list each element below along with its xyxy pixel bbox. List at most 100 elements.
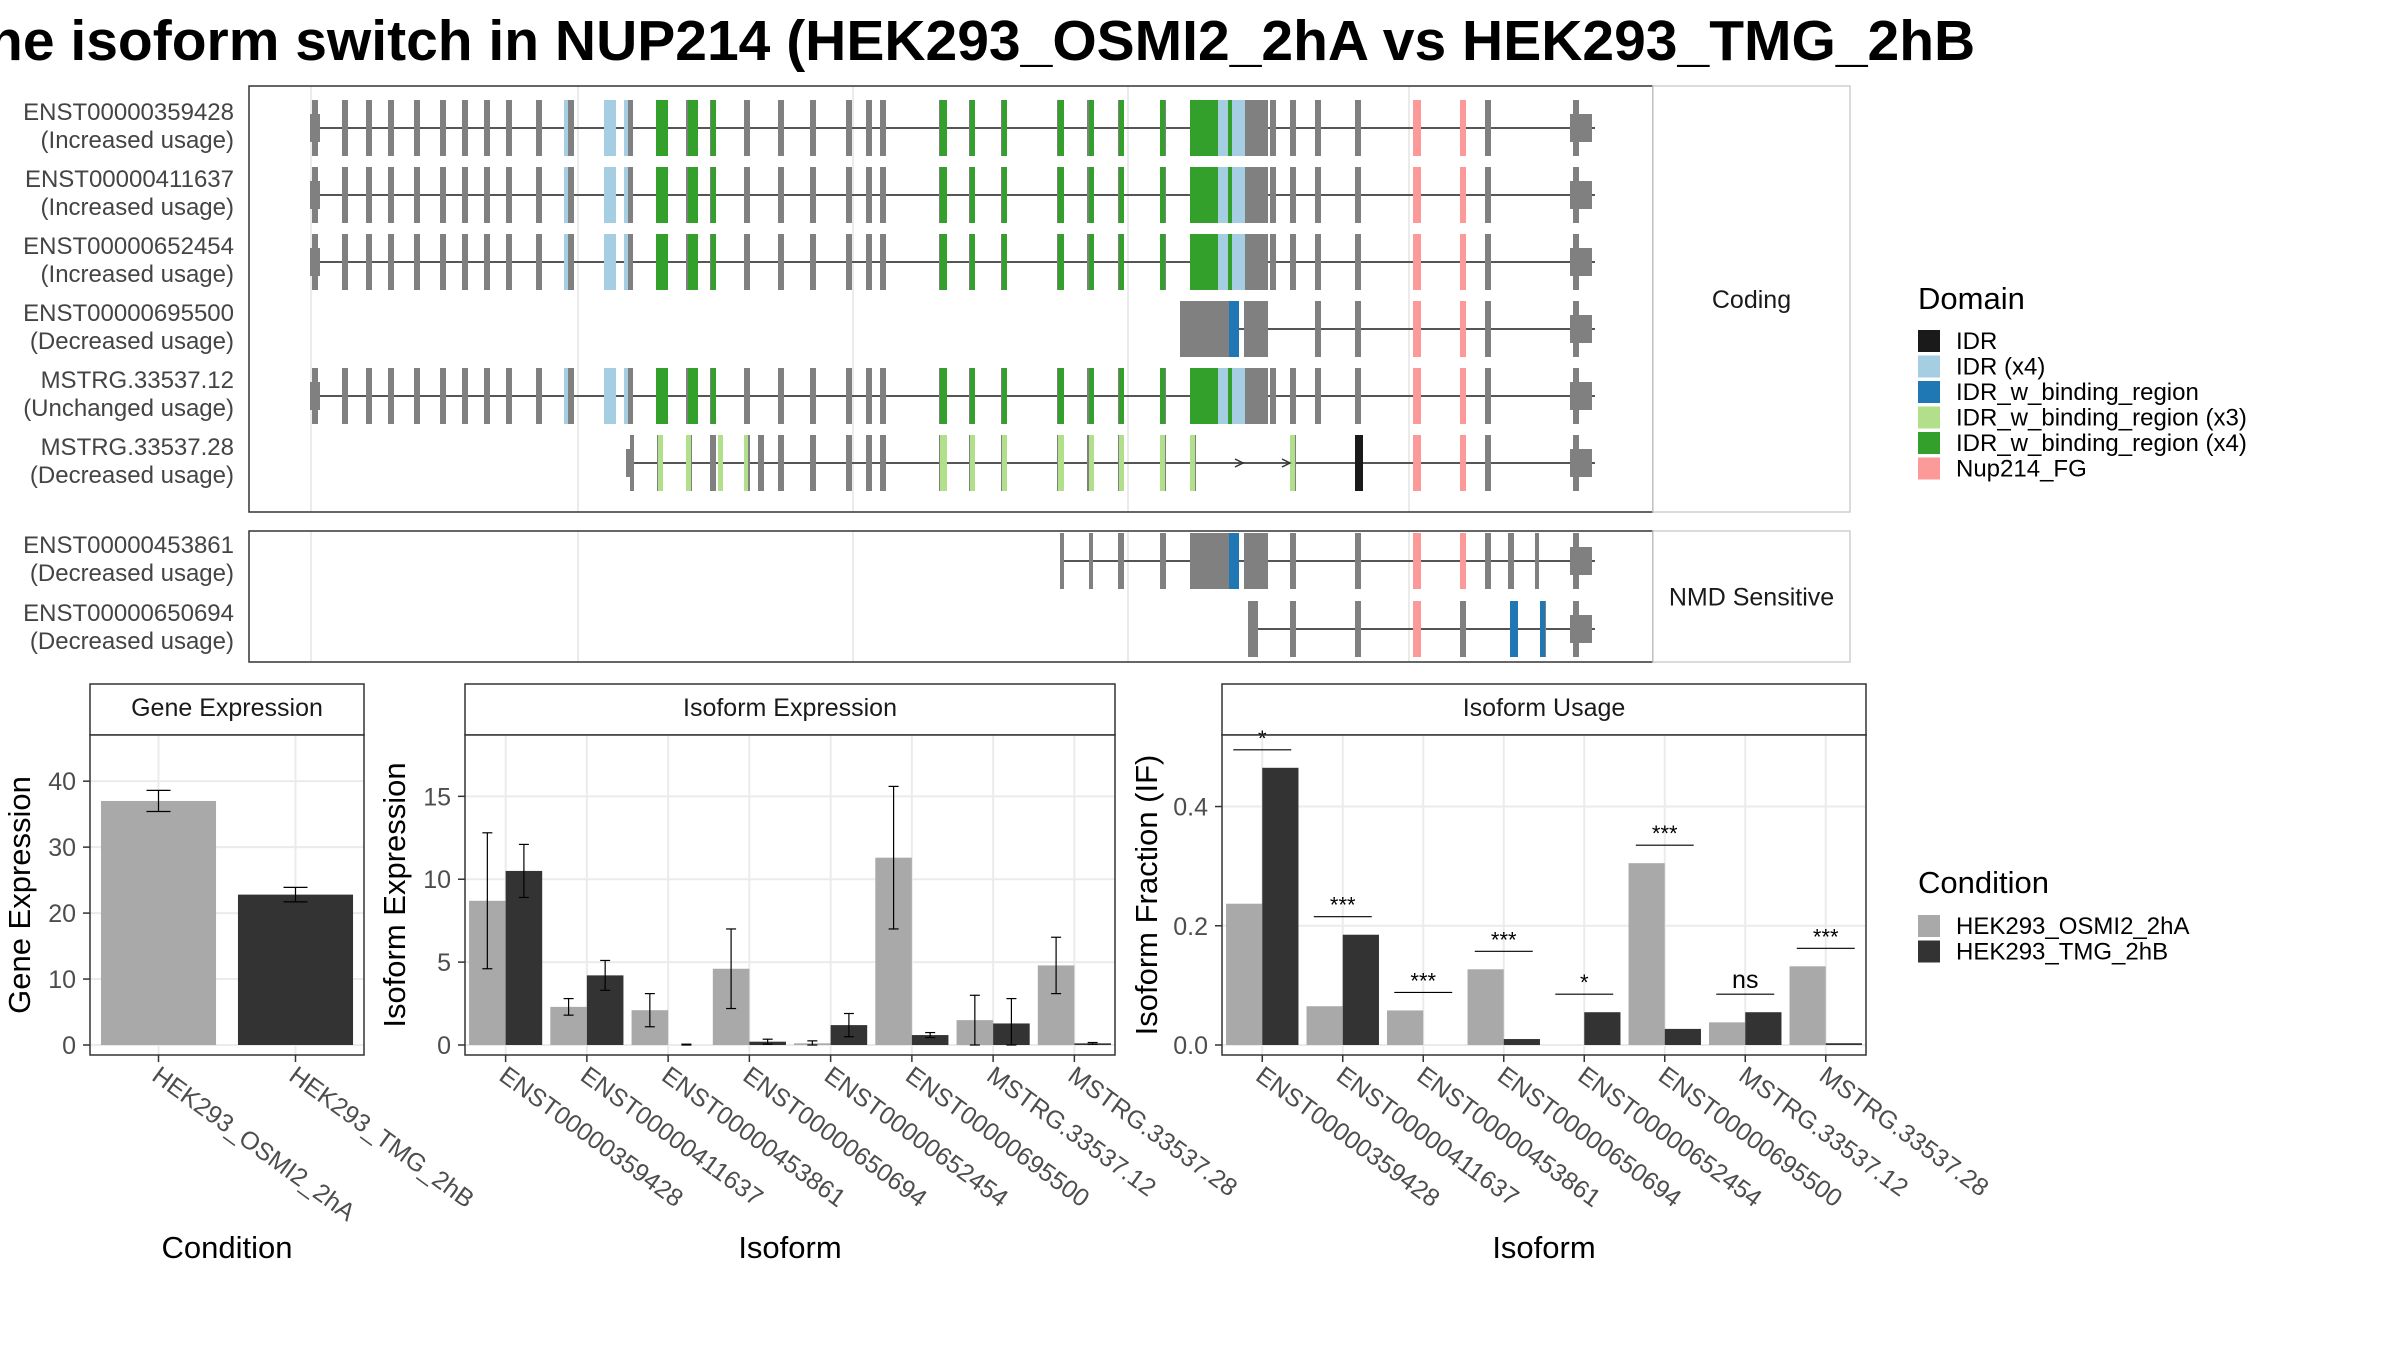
exon — [1315, 301, 1321, 357]
legend-domain-title: Domain — [1918, 281, 2025, 316]
x-axis-label: Condition — [162, 1230, 293, 1265]
exon — [414, 167, 420, 223]
domain-segment — [1460, 234, 1466, 290]
exon — [506, 368, 512, 424]
transcript-ENST00000695500 — [1180, 301, 1595, 357]
transcript-id-label: ENST00000453861 — [23, 532, 234, 559]
exon — [846, 167, 852, 223]
domain-segment — [718, 435, 723, 491]
transcript-ENST00000652454 — [310, 234, 1595, 290]
exon — [1290, 167, 1296, 223]
domain-segment — [1002, 167, 1007, 223]
significance-label: * — [1580, 970, 1589, 995]
y-tick-label: 40 — [48, 768, 76, 796]
domain-segment — [604, 234, 614, 290]
legend-domain-label: IDR_w_binding_region (x4) — [1956, 430, 2247, 457]
bar — [100, 800, 217, 1045]
domain-segment — [564, 167, 568, 223]
exon — [414, 100, 420, 156]
exon — [880, 435, 886, 491]
exon — [506, 100, 512, 156]
exon — [414, 234, 420, 290]
bar — [1306, 1006, 1343, 1045]
exon — [1060, 533, 1064, 589]
bar — [1467, 969, 1504, 1045]
domain-segment — [1460, 100, 1466, 156]
domain-segment — [1160, 234, 1165, 290]
domain-segment — [1089, 100, 1094, 156]
exon — [1355, 234, 1361, 290]
exon — [846, 435, 852, 491]
domain-segment — [711, 100, 716, 156]
domain-segment — [1355, 435, 1363, 491]
significance-label: *** — [1330, 893, 1356, 918]
exon — [1160, 533, 1166, 589]
domain-segment — [624, 368, 628, 424]
domain-segment — [624, 234, 628, 290]
bar — [1664, 1028, 1701, 1045]
transcript-id-label: MSTRG.33537.28 — [41, 434, 234, 461]
exon — [506, 167, 512, 223]
domain-segment — [656, 100, 668, 156]
legend-domain-label: Nup214_FG — [1956, 456, 2087, 483]
exon — [1290, 100, 1296, 156]
exon — [414, 368, 420, 424]
domain-segment — [686, 435, 691, 491]
utr — [1570, 547, 1592, 575]
exon — [866, 167, 872, 223]
legend-domain-swatch — [1918, 406, 1940, 429]
exon — [536, 368, 542, 424]
exon — [1244, 533, 1268, 589]
y-tick-label: 0 — [437, 1032, 451, 1060]
exon — [1244, 301, 1268, 357]
utr — [310, 248, 320, 276]
exon — [568, 368, 574, 424]
exon — [1485, 368, 1491, 424]
domain-segment — [1058, 100, 1064, 156]
exon — [1089, 533, 1093, 589]
facet-strip — [1652, 85, 1851, 513]
domain-segment — [610, 100, 616, 156]
domain-segment — [1218, 167, 1225, 223]
structure-panel-bg — [249, 86, 1653, 512]
exon — [778, 167, 784, 223]
y-axis-label: Gene Expression — [2, 776, 37, 1014]
panel-strip — [1221, 683, 1867, 736]
exon — [1244, 234, 1268, 290]
y-tick-label: 10 — [423, 866, 451, 894]
domain-segment — [940, 368, 947, 424]
exon — [1485, 301, 1491, 357]
exon — [810, 435, 816, 491]
domain-segment — [1192, 167, 1218, 223]
bar — [1342, 934, 1379, 1045]
exon — [627, 100, 633, 156]
bar — [1503, 1039, 1540, 1045]
bar — [1628, 863, 1665, 1045]
significance-label: *** — [1652, 821, 1678, 846]
exon — [342, 234, 348, 290]
domain-segment — [1002, 100, 1007, 156]
panel-title: Isoform Usage — [1463, 694, 1626, 722]
exon — [627, 368, 633, 424]
transcript-usage-label: (Increased usage) — [41, 127, 234, 154]
domain-segment — [604, 167, 614, 223]
domain-segment — [1460, 368, 1466, 424]
domain-segment — [1119, 100, 1124, 156]
exon — [1290, 234, 1296, 290]
domain-segment — [970, 167, 975, 223]
domain-segment — [1290, 435, 1295, 491]
domain-segment — [688, 100, 698, 156]
y-tick-label: 0 — [62, 1032, 76, 1060]
exon — [506, 234, 512, 290]
exon — [866, 234, 872, 290]
domain-segment — [970, 368, 975, 424]
exon — [1535, 533, 1539, 589]
exon — [1355, 368, 1361, 424]
domain-segment — [1160, 368, 1165, 424]
significance-label: *** — [1813, 924, 1839, 949]
domain-segment — [564, 368, 568, 424]
domain-segment — [1460, 533, 1466, 589]
exon — [1315, 234, 1321, 290]
exon — [366, 100, 372, 156]
exon — [388, 100, 394, 156]
